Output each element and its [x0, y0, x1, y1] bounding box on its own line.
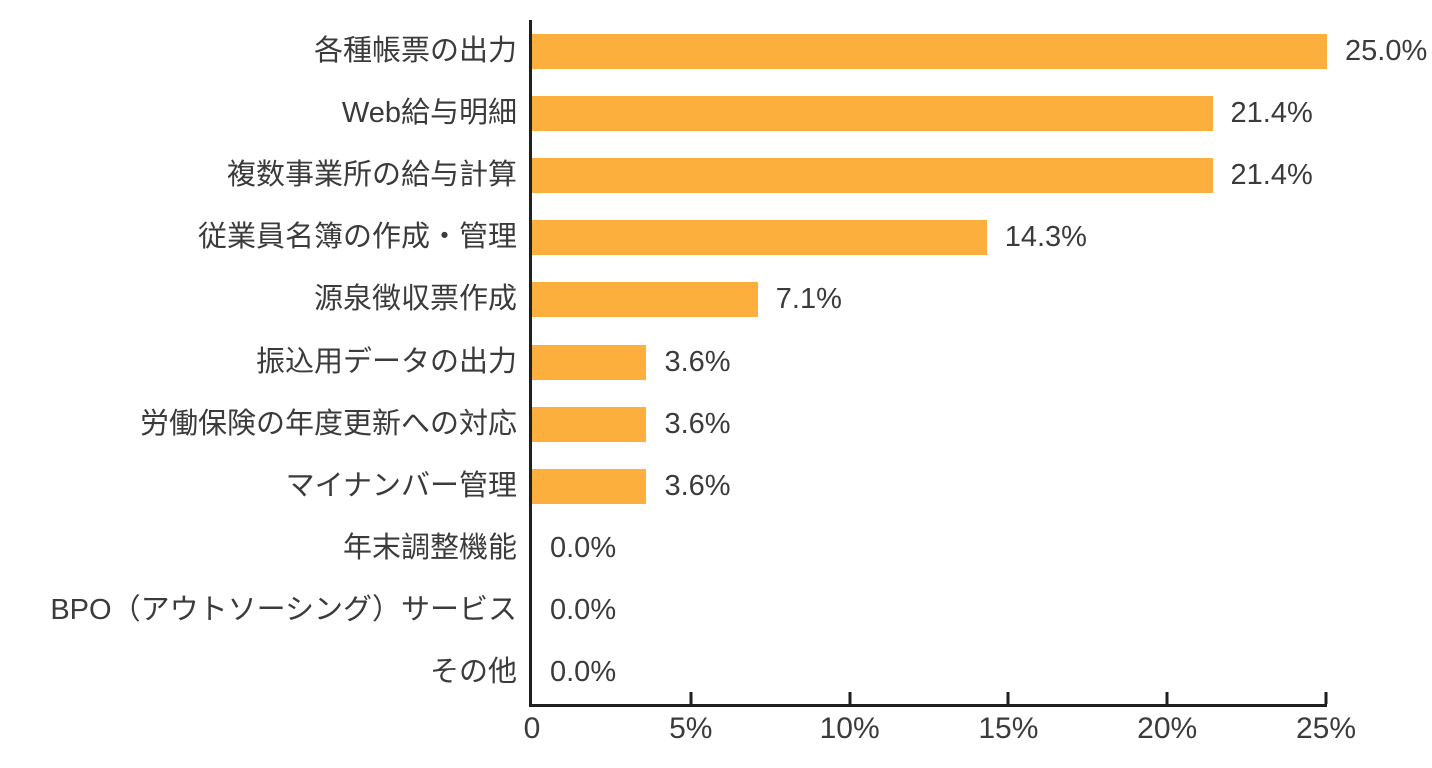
- bar-track: 14.3%: [532, 207, 1327, 269]
- value-label: 3.6%: [664, 469, 731, 502]
- value-label: 3.6%: [664, 345, 731, 378]
- value-label: 25.0%: [1345, 34, 1428, 67]
- x-tick-label: 5%: [669, 712, 713, 745]
- bar: [532, 220, 987, 256]
- bar-row: 各種帳票の出力 25.0%: [0, 20, 1427, 82]
- bar-track: 25.0%: [532, 20, 1427, 82]
- value-label: 14.3%: [1004, 221, 1087, 254]
- bar: [532, 344, 647, 380]
- category-label: マイナンバー管理: [285, 469, 517, 502]
- bar-track: 0.0%: [532, 518, 1327, 580]
- bar-row: マイナンバー管理 3.6%: [0, 455, 1327, 517]
- category-label: 振込用データの出力: [255, 345, 517, 378]
- category-label: Web給与明細: [341, 96, 517, 129]
- chart-rows: 各種帳票の出力 25.0% Web給与明細 21.4% 複数事業所の給与計算 2…: [0, 20, 1427, 704]
- bar-row: BPO（アウトソーシング）サービス 0.0%: [0, 580, 1327, 642]
- value-label: 7.1%: [775, 283, 842, 316]
- value-label: 21.4%: [1230, 96, 1313, 129]
- bar: [532, 95, 1213, 131]
- bar: [532, 282, 758, 318]
- value-label: 0.0%: [550, 532, 617, 565]
- category-label: 年末調整機能: [342, 532, 517, 565]
- value-label: 0.0%: [550, 656, 617, 689]
- category-label: その他: [429, 656, 517, 689]
- value-label: 3.6%: [664, 407, 731, 440]
- x-tick: [1324, 692, 1328, 704]
- bar-track: 0.0%: [532, 580, 1327, 642]
- bar-row: 年末調整機能 0.0%: [0, 518, 1327, 580]
- bar-track: 3.6%: [532, 455, 1327, 517]
- bar-row: 複数事業所の給与計算 21.4%: [0, 144, 1327, 206]
- bar-row: 従業員名簿の作成・管理 14.3%: [0, 207, 1327, 269]
- x-tick: [689, 692, 693, 704]
- bar-track: 21.4%: [532, 144, 1327, 206]
- bar-track: 0.0%: [532, 642, 1327, 704]
- category-label: 源泉徴収票作成: [313, 283, 517, 316]
- bar-row: 源泉徴収票作成 7.1%: [0, 269, 1327, 331]
- bar: [532, 157, 1213, 193]
- x-tick-label: 10%: [819, 712, 880, 745]
- bar-track: 7.1%: [532, 269, 1327, 331]
- bar: [532, 468, 647, 504]
- category-label: BPO（アウトソーシング）サービス: [50, 594, 517, 627]
- x-tick-label: 25%: [1295, 712, 1357, 745]
- x-tick: [1006, 692, 1010, 704]
- category-label: 複数事業所の給与計算: [226, 158, 517, 191]
- x-tick: [1165, 692, 1169, 704]
- bar: [532, 406, 647, 442]
- x-tick-label: 0: [523, 712, 541, 745]
- value-label: 0.0%: [550, 594, 617, 627]
- category-label: 各種帳票の出力: [313, 34, 517, 67]
- bar: [532, 33, 1327, 69]
- bar-track: 3.6%: [532, 393, 1327, 455]
- bar-track: 3.6%: [532, 331, 1327, 393]
- axis-frame: [529, 20, 1327, 707]
- value-label: 21.4%: [1230, 158, 1313, 191]
- x-tick: [848, 692, 852, 704]
- bar-row: Web給与明細 21.4%: [0, 82, 1327, 144]
- x-axis-ticks: [532, 692, 1328, 704]
- bar-row: 振込用データの出力 3.6%: [0, 331, 1327, 393]
- bar-row: 労働保険の年度更新への対応 3.6%: [0, 393, 1327, 455]
- x-tick-label: 20%: [1137, 712, 1198, 745]
- category-label: 従業員名簿の作成・管理: [197, 221, 517, 254]
- x-tick-label: 15%: [978, 712, 1039, 745]
- bar-row: その他 0.0%: [0, 642, 1327, 704]
- x-axis-tick-labels: 0 5% 10% 15% 20% 25%: [524, 712, 1356, 754]
- bar-track: 21.4%: [532, 82, 1327, 144]
- category-label: 労働保険の年度更新への対応: [139, 407, 517, 440]
